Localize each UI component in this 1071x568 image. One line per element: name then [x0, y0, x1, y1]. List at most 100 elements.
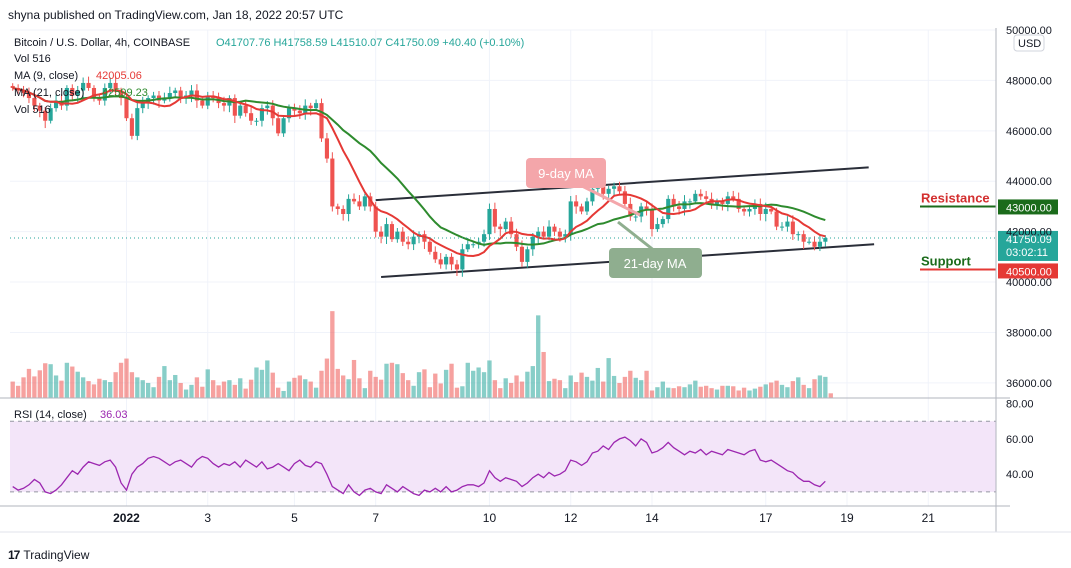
candle-body: [687, 201, 692, 203]
candle-body: [649, 208, 655, 230]
candle-body: [546, 226, 552, 237]
candle-body: [584, 201, 590, 212]
candle-body: [265, 105, 270, 109]
candle-body: [509, 221, 514, 235]
volume-bar: [731, 386, 736, 398]
volume-bar: [508, 382, 514, 398]
volume-bar: [346, 379, 351, 398]
candle-body: [173, 90, 178, 94]
volume-bar: [568, 375, 573, 398]
tradingview-brand[interactable]: 17 TradingView: [8, 548, 89, 562]
volume-bar: [80, 377, 86, 398]
volume-bar: [514, 375, 519, 398]
volume-bar: [341, 375, 346, 398]
publish-note: shyna published on TradingView.com, Jan …: [8, 8, 344, 22]
candle-body: [644, 206, 649, 209]
candle-body: [178, 90, 183, 99]
candle-body: [763, 208, 768, 214]
volume-bar: [151, 387, 156, 398]
candle-body: [563, 234, 568, 237]
tradingview-logo-icon: 17: [8, 548, 20, 562]
candle-body: [97, 98, 102, 101]
volume-bar: [53, 375, 59, 398]
candle-body: [189, 90, 194, 96]
candle-body: [481, 234, 487, 242]
candle-body: [140, 103, 145, 109]
candle-body: [704, 196, 709, 199]
volume-bar: [243, 388, 248, 398]
volume-bar: [178, 382, 183, 398]
volume-bar: [400, 373, 405, 398]
volume-bar: [194, 377, 200, 398]
volume-bar: [774, 380, 779, 398]
candle-body: [622, 191, 627, 204]
support-label: Support: [921, 253, 971, 268]
price-pane-bg: [10, 30, 996, 398]
candle-body: [812, 241, 817, 247]
volume-bar: [362, 388, 368, 398]
volume-bar: [806, 388, 812, 398]
candle-body: [319, 103, 324, 139]
volume-bar: [785, 387, 790, 398]
time-tick-label: 17: [759, 511, 773, 525]
candle-body: [503, 221, 508, 230]
time-tick-label: 14: [645, 511, 659, 525]
volume-bar: [812, 379, 817, 398]
volume-bar: [682, 387, 687, 398]
candle-body: [514, 234, 519, 247]
volume-bar: [259, 369, 265, 398]
price-tick-label: 46000.00: [1006, 126, 1052, 138]
volume-bar: [676, 386, 682, 398]
volume-bar: [135, 377, 140, 398]
volume-bar: [10, 381, 15, 398]
volume-bar: [205, 369, 210, 398]
candle-body: [86, 82, 91, 88]
candle-body: [205, 95, 210, 106]
volume-bar: [189, 384, 194, 398]
volume-bar: [427, 387, 433, 398]
volume-bar: [221, 381, 227, 398]
volume-bar: [714, 389, 720, 398]
candle-body: [276, 118, 281, 134]
volume-bar: [97, 378, 102, 398]
candle-body: [330, 158, 335, 207]
resistance-value: 43000.00: [1006, 202, 1052, 214]
channel-upper-line: [375, 166, 869, 202]
moving-averages: [12, 87, 826, 258]
candle-body: [693, 193, 698, 202]
candle-body: [238, 105, 243, 116]
candle-body: [779, 226, 785, 228]
candle-body: [406, 241, 411, 245]
resistance-tag: [998, 199, 1058, 215]
volume-bar: [709, 388, 714, 398]
candle-body: [232, 98, 237, 116]
candle-body: [823, 237, 828, 242]
time-tick-label: 19: [840, 511, 854, 525]
volume-bar: [563, 388, 568, 398]
volume-bar: [335, 368, 340, 398]
volume-bar: [649, 390, 655, 398]
volume-bar: [817, 375, 823, 398]
candle-body: [660, 219, 665, 225]
candle-body: [433, 251, 438, 260]
candle-body: [677, 206, 682, 209]
candle-body: [124, 98, 129, 119]
candle-body: [64, 87, 69, 106]
brand-label: TradingView: [23, 548, 90, 562]
candle-body: [536, 231, 541, 237]
volume-bar: [238, 378, 243, 398]
volume-bar: [378, 379, 384, 398]
volume-bar: [162, 366, 167, 398]
candle-body: [590, 188, 595, 202]
volume-bar: [37, 370, 42, 398]
volume-bar: [622, 376, 628, 398]
candle-body: [119, 90, 124, 99]
volume-bar: [460, 386, 465, 398]
volume-bar: [433, 373, 438, 398]
candle-body: [742, 208, 747, 212]
volume-bar: [823, 376, 828, 398]
volume-bar: [698, 386, 703, 398]
candle-body: [200, 100, 205, 106]
